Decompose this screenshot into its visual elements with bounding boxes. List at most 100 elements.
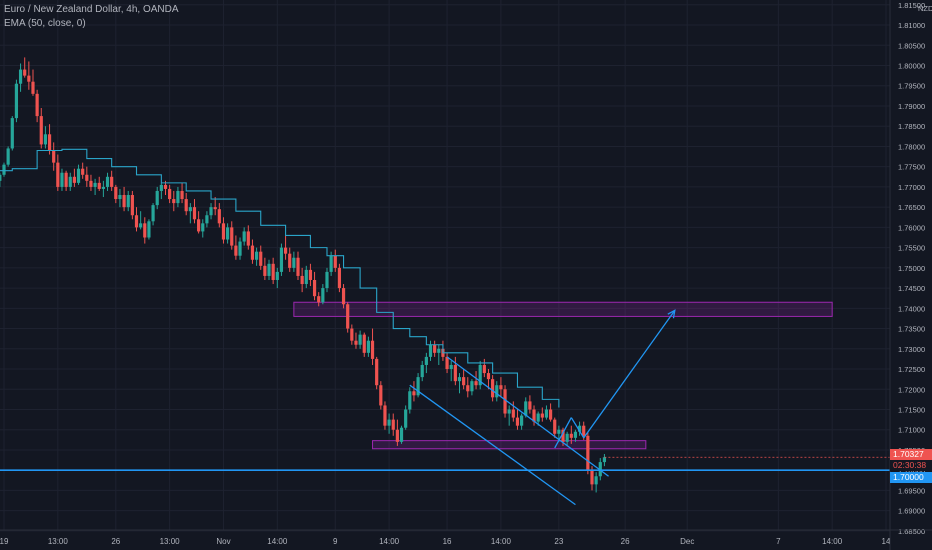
candle-body: [594, 476, 598, 485]
candle-body: [209, 207, 213, 216]
candle-body: [2, 164, 6, 175]
candle-body: [52, 150, 56, 163]
candle-body: [412, 391, 416, 396]
y-tick-label: 1.75000: [898, 264, 925, 273]
candle-body: [532, 409, 536, 422]
candle-body: [383, 405, 387, 426]
candle-body: [491, 379, 495, 398]
x-tick-label: 14:00: [379, 537, 400, 546]
candle-body: [180, 190, 184, 200]
x-tick-label: 9: [333, 537, 338, 546]
candle-body: [462, 377, 466, 386]
candle-body: [134, 215, 139, 228]
candle-body: [27, 75, 31, 82]
candle-body: [561, 429, 565, 442]
x-tick-label: 19: [0, 537, 9, 546]
candle-body: [283, 247, 288, 254]
projection-segment: [583, 309, 676, 439]
candle-body: [43, 134, 48, 145]
candle-body: [197, 219, 201, 232]
candle-body: [544, 409, 549, 418]
candle-body: [168, 188, 172, 200]
candle-body: [230, 227, 234, 246]
candle-body: [184, 199, 188, 212]
candle-body: [520, 415, 524, 426]
x-tick-label: 13:00: [48, 537, 69, 546]
candle-body: [188, 207, 192, 212]
candle-body: [56, 162, 60, 187]
candle-body: [72, 176, 76, 183]
zone-rect: [293, 301, 833, 317]
candle-body: [105, 176, 110, 187]
candle-body: [333, 255, 337, 268]
candle-body: [346, 304, 350, 329]
y-tick-label: 1.69500: [898, 486, 925, 495]
x-tick-label: 14:00: [267, 537, 288, 546]
candle-body: [47, 134, 52, 151]
candle-body: [582, 425, 586, 436]
candle-body: [321, 288, 325, 303]
candle-body: [159, 184, 163, 191]
y-tick-label: 1.69000: [898, 507, 925, 516]
x-tick-label: 26: [111, 537, 120, 546]
candle-body: [14, 83, 19, 119]
candle-body: [437, 348, 441, 353]
ema-layer: [0, 148, 560, 408]
y-tick-label: 1.74000: [898, 304, 925, 313]
candle-body: [337, 267, 342, 289]
candle-body: [366, 340, 370, 353]
symbol-legend[interactable]: Euro / New Zealand Dollar, 4h, OANDA: [4, 4, 179, 15]
channel-upper-line: [446, 356, 609, 477]
x-tick-label: 14:00: [822, 537, 843, 546]
x-tick-label: 16: [443, 537, 452, 546]
candle-body: [60, 172, 64, 187]
candle-body: [540, 413, 544, 418]
candle-body: [391, 419, 395, 430]
candle-body: [428, 344, 433, 357]
candle-body: [375, 358, 379, 386]
y-tick-label: 1.80500: [898, 41, 925, 50]
drawings: [0, 309, 890, 506]
zones: [293, 301, 833, 450]
y-tick-label: 1.75500: [898, 244, 925, 253]
candle-body: [93, 182, 97, 187]
indicator-legend[interactable]: EMA (50, close, 0): [4, 18, 86, 29]
candle-body: [176, 190, 180, 204]
candle-body: [226, 227, 230, 240]
y-tick-label: 1.78500: [898, 122, 925, 131]
candle-body: [85, 174, 89, 181]
candle-body: [449, 364, 453, 370]
candle-body: [275, 271, 279, 280]
projection-segment: [570, 417, 585, 439]
candle-body: [130, 195, 134, 216]
y-tick-label: 1.79000: [898, 102, 925, 111]
candle-body: [404, 409, 408, 428]
candle-body: [246, 231, 250, 246]
candle-body: [271, 263, 275, 280]
candle-body: [329, 255, 333, 272]
candle-body: [602, 457, 607, 463]
candle-body: [242, 231, 246, 242]
x-tick-label: 7: [776, 537, 781, 546]
candle-body: [126, 195, 130, 208]
y-tick-label: 1.71000: [898, 426, 925, 435]
y-tick-label: 1.79500: [898, 82, 925, 91]
candle-body: [81, 168, 85, 175]
candle-body: [213, 207, 217, 210]
projection-segment: [554, 417, 572, 449]
channel-lower-line: [409, 384, 576, 506]
candle-body: [586, 435, 590, 471]
candle-body: [163, 184, 168, 189]
y-tick-label: 1.73500: [898, 325, 925, 334]
candle-body: [528, 401, 532, 410]
candle-body: [205, 215, 209, 224]
candle-body: [118, 195, 122, 200]
y-tick-label: 1.77000: [898, 183, 925, 192]
candle-body: [312, 279, 317, 297]
candle-body: [39, 116, 43, 145]
candle-body: [399, 427, 404, 442]
candle-body: [296, 257, 300, 276]
